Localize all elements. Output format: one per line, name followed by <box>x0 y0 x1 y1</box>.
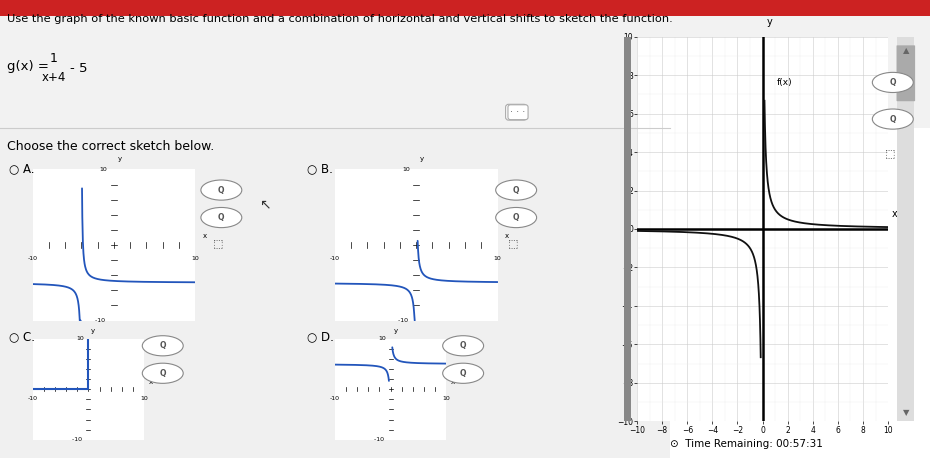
Text: y: y <box>118 156 122 162</box>
Text: ↖: ↖ <box>259 197 271 211</box>
Text: Use the graph of the known basic function and a combination of horizontal and ve: Use the graph of the known basic functio… <box>7 14 673 24</box>
Text: 10: 10 <box>76 337 84 341</box>
Text: -10: -10 <box>330 256 339 261</box>
Text: x+4: x+4 <box>42 71 66 84</box>
Text: ▼: ▼ <box>903 408 909 417</box>
Text: Q: Q <box>160 341 166 350</box>
Text: 10: 10 <box>379 337 386 341</box>
Text: ▲: ▲ <box>903 46 909 55</box>
Text: -10: -10 <box>28 396 37 401</box>
Text: -10: -10 <box>374 437 386 442</box>
Text: 10: 10 <box>100 167 107 172</box>
Text: -10: -10 <box>330 396 339 401</box>
Text: x: x <box>203 233 207 239</box>
Text: Q: Q <box>513 185 519 195</box>
Text: -10: -10 <box>96 318 107 323</box>
Text: ⬚: ⬚ <box>213 239 224 249</box>
Text: ⊙  Time Remaining: 00:57:31: ⊙ Time Remaining: 00:57:31 <box>670 439 822 449</box>
Text: x: x <box>149 379 153 385</box>
Text: y: y <box>420 156 424 162</box>
Text: y: y <box>91 328 95 334</box>
Text: Q: Q <box>460 369 466 378</box>
Text: Q: Q <box>460 341 466 350</box>
Text: -10: -10 <box>28 256 37 261</box>
Text: 10: 10 <box>402 167 409 172</box>
Text: Q: Q <box>513 213 519 222</box>
Text: 10: 10 <box>192 256 199 261</box>
Text: 10: 10 <box>443 396 450 401</box>
Text: ○ B.: ○ B. <box>307 163 333 175</box>
Text: -10: -10 <box>398 318 409 323</box>
Text: ⬚: ⬚ <box>508 239 519 249</box>
Text: -10: -10 <box>72 437 84 442</box>
Text: x: x <box>451 379 455 385</box>
Text: · · ·: · · · <box>509 107 524 117</box>
Text: ○ D.: ○ D. <box>307 330 334 343</box>
Text: - 5: - 5 <box>70 62 87 75</box>
Text: ○ C.: ○ C. <box>9 330 35 343</box>
Text: Q: Q <box>219 185 224 195</box>
Text: 1: 1 <box>50 52 58 65</box>
Text: Choose the correct sketch below.: Choose the correct sketch below. <box>7 140 215 153</box>
Text: ⬚: ⬚ <box>884 148 896 158</box>
Text: · · ·: · · · <box>511 107 525 117</box>
Text: y: y <box>393 328 397 334</box>
Text: Q: Q <box>890 114 896 124</box>
Text: y: y <box>766 17 772 27</box>
Text: x: x <box>892 209 897 219</box>
Text: 10: 10 <box>140 396 148 401</box>
Text: Q: Q <box>890 78 896 87</box>
Text: ○ A.: ○ A. <box>9 163 34 175</box>
Text: f(x): f(x) <box>777 78 792 87</box>
Text: Q: Q <box>160 369 166 378</box>
Text: Q: Q <box>219 213 224 222</box>
Text: x: x <box>505 233 510 239</box>
Text: 10: 10 <box>494 256 501 261</box>
Text: g(x) =: g(x) = <box>7 60 49 73</box>
